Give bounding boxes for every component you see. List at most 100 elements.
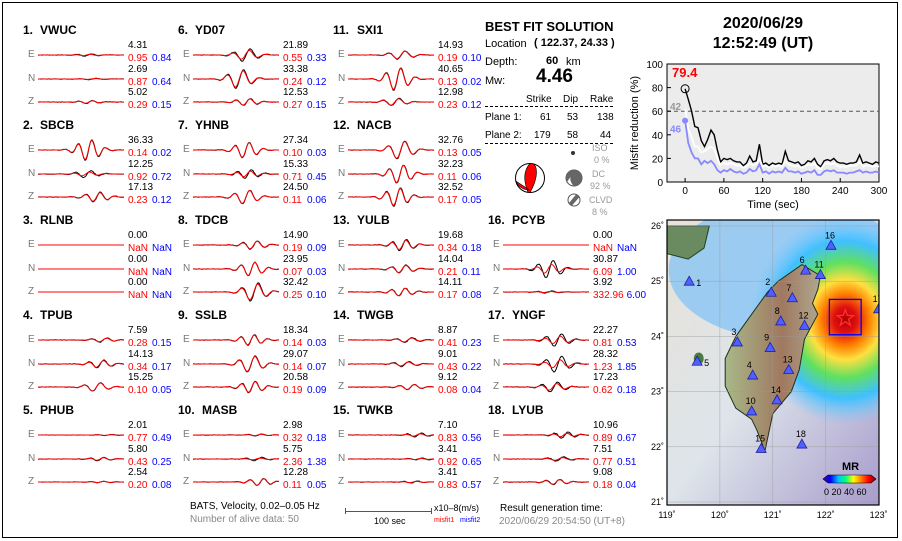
waveform-plot: [348, 50, 435, 60]
location-label: Location: [485, 38, 527, 50]
component-label: N: [338, 262, 346, 274]
component-label: N: [28, 72, 36, 84]
component-label: E: [493, 239, 500, 250]
station-name: SXI1: [357, 23, 384, 37]
peak-amplitude: 8.87: [438, 325, 458, 336]
x-tick-label: 300: [871, 186, 888, 197]
misfit1-value: 0.17: [438, 290, 458, 301]
peak-amplitude: 12.53: [283, 87, 309, 98]
peak-amplitude: 7.59: [128, 325, 148, 336]
synthetic-waveform: [38, 359, 125, 368]
header-strike: Strike: [526, 94, 552, 105]
peak-amplitude: 23.95: [283, 253, 309, 265]
misfit2-value: 0.64: [152, 76, 172, 88]
waveform-plot: [348, 164, 435, 183]
waveform-plot: [38, 291, 124, 293]
peak-amplitude: 9.01: [438, 348, 458, 360]
synthetic-waveform: [193, 478, 280, 486]
synthetic-waveform: [348, 264, 434, 273]
station-triangle-icon: [765, 286, 777, 297]
dc-icon: [565, 169, 583, 187]
station-name: SSLB: [195, 308, 228, 322]
component-label: E: [28, 144, 35, 155]
component-label: N: [183, 72, 191, 84]
station-map-label: 14: [771, 385, 781, 395]
misfit-row: 0.83 0.56: [438, 433, 481, 445]
component-label: N: [338, 452, 346, 464]
peak-amplitude: 15.33: [283, 158, 309, 170]
misfit1-value: 0.92: [438, 456, 458, 468]
misfit1-value: 0.25: [283, 290, 303, 301]
misfit2-value: 0.22: [462, 361, 482, 373]
station-triangle-icon: [771, 394, 783, 405]
misfit2-value: 0.08: [462, 290, 482, 301]
waveform-plot: [38, 244, 124, 246]
misfit1-value: 0.87: [128, 76, 148, 88]
misfit2-value: 1.00: [617, 266, 637, 278]
misfit-row: 0.34 0.18: [438, 243, 481, 255]
misfit1-value: NaN: [128, 266, 149, 278]
misfit1-value: 0.55: [283, 53, 303, 64]
x-tick-label: 0: [682, 186, 688, 197]
station-triangle-icon: [799, 264, 812, 275]
synthetic-waveform: [193, 355, 279, 372]
misfit1-value: 0.13: [438, 76, 458, 88]
component-label: Z: [338, 191, 345, 202]
misfit2-value: 0.05: [462, 195, 482, 206]
component-label: E: [28, 429, 35, 440]
station-number: 8.: [178, 213, 189, 227]
mw-label: Mw:: [485, 75, 506, 87]
misfit1-value: 0.34: [438, 243, 458, 254]
station-name: YNGF: [512, 308, 546, 322]
peak-amplitude: 24.50: [283, 182, 309, 193]
misfit-row: 0.32 0.18: [283, 433, 326, 445]
synthetic-waveform: [38, 100, 124, 104]
peak-amplitude: 30.87: [593, 253, 619, 265]
waveform-plot: [193, 334, 280, 347]
misfit-row: 0.81 0.53: [593, 338, 636, 350]
misfit-row: 0.27 0.15: [283, 100, 326, 112]
component-label: N: [338, 167, 346, 179]
misfit1-value: 0.08: [438, 385, 458, 396]
station-triangle-icon: [796, 438, 808, 449]
synthetic-waveform: [348, 141, 435, 159]
misfit2-value: NaN: [152, 290, 173, 301]
peak-amplitude: 21.89: [283, 40, 309, 51]
y-tick-label: 20: [652, 154, 664, 165]
misfit2-value: 6.00: [626, 290, 647, 301]
header-rake: Rake: [590, 94, 614, 105]
iso-value: 0 %: [594, 155, 610, 165]
peak-amplitude: 5.75: [283, 443, 303, 455]
waveform-plot: [348, 456, 435, 460]
synthetic-waveform: [503, 335, 590, 345]
dc-label: DC: [592, 169, 605, 179]
waveform-plot: [503, 333, 590, 347]
misfit-reduction-chart: 0 60 120 180 240 300 0 20 40 60 80 100 79.4 42 46 Time …: [629, 60, 888, 211]
clvd-label: CLVD: [589, 195, 613, 205]
waveform-plot: [38, 268, 124, 269]
station-number: 16.: [488, 213, 505, 227]
synthetic-waveform: [503, 263, 589, 273]
waveform-plot: [193, 68, 280, 89]
misfit1-value: 0.20: [128, 480, 148, 491]
station-number: 14.: [333, 308, 350, 322]
plane1-label: Plane 1:: [485, 112, 522, 123]
plane2-dip: 58: [567, 130, 579, 141]
waveform-plot: [503, 259, 590, 278]
peak-amplitude: 3.41: [438, 443, 458, 455]
component-label: N: [493, 452, 501, 464]
series-blue-line: [684, 120, 880, 176]
component-label: N: [28, 452, 36, 464]
waveform-plot: [193, 48, 280, 62]
misfit1-value: 0.07: [283, 266, 303, 278]
misfit1-value: 0.89: [593, 433, 613, 444]
peak-amplitude: 33.38: [283, 63, 309, 75]
station-name: TPUB: [40, 308, 73, 322]
misfit1-legend: misfit1: [434, 517, 455, 524]
misfit1-value: 0.10: [128, 385, 148, 396]
synthetic-waveform: [38, 192, 125, 202]
peak-amplitude: 0.00: [128, 253, 148, 265]
waveform-plot: [193, 380, 280, 394]
misfit2-value: 0.18: [617, 385, 637, 396]
